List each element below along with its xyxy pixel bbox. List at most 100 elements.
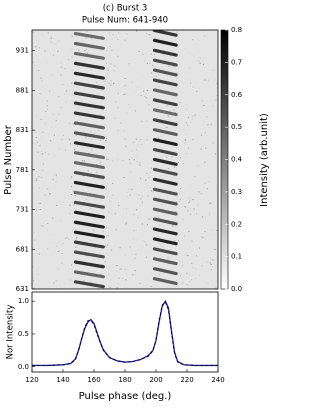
noise <box>182 30 184 32</box>
noise <box>148 218 150 220</box>
noise <box>168 116 170 118</box>
noise <box>152 285 154 287</box>
noise <box>189 200 191 202</box>
noise <box>179 101 182 103</box>
noise <box>178 121 180 123</box>
colorbar-tick-label: 0.3 <box>231 188 242 196</box>
noise <box>179 80 181 82</box>
noise <box>117 55 119 57</box>
noise <box>42 164 44 166</box>
y-axis-title: Pulse Number <box>3 124 14 195</box>
noise <box>107 122 110 124</box>
noise <box>49 40 52 42</box>
x-tick-label: 220 <box>180 376 193 384</box>
noise <box>152 41 154 43</box>
noise <box>209 262 211 264</box>
noise <box>112 194 114 196</box>
drift-band <box>152 247 178 256</box>
drift-band <box>152 207 178 216</box>
noise <box>168 65 170 67</box>
noise <box>179 218 181 220</box>
noise <box>216 95 218 97</box>
noise <box>120 122 122 124</box>
colorbar-tick-label: 0.0 <box>231 285 242 293</box>
noise <box>210 263 212 265</box>
noise <box>90 157 92 159</box>
noise <box>192 39 194 41</box>
noise <box>210 278 212 280</box>
noise <box>53 196 55 198</box>
noise <box>51 68 54 70</box>
noise <box>203 35 205 37</box>
noise <box>203 104 205 106</box>
noise <box>116 49 119 51</box>
noise <box>48 90 51 92</box>
noise <box>60 282 62 284</box>
noise <box>42 131 44 133</box>
noise <box>191 118 194 120</box>
noise <box>40 225 42 227</box>
noise <box>194 114 196 116</box>
noise <box>155 75 158 77</box>
noise <box>36 141 38 143</box>
noise <box>135 209 138 211</box>
noise <box>189 260 191 262</box>
noise <box>105 83 107 85</box>
noise <box>52 242 54 244</box>
noise <box>86 52 89 54</box>
noise <box>124 192 126 194</box>
noise <box>191 262 193 264</box>
noise <box>56 146 58 148</box>
noise <box>196 138 198 140</box>
noise <box>128 253 130 255</box>
noise <box>69 204 71 206</box>
noise <box>60 106 63 108</box>
noise <box>133 182 136 184</box>
noise <box>90 207 92 209</box>
noise <box>194 243 196 245</box>
noise <box>189 285 191 287</box>
noise <box>62 201 65 203</box>
noise <box>142 193 145 195</box>
noise <box>124 240 126 242</box>
noise <box>129 246 131 248</box>
noise <box>40 118 42 120</box>
y-tick-label: 831 <box>16 126 29 134</box>
noise <box>64 68 66 70</box>
noise <box>38 187 40 189</box>
noise <box>105 138 108 140</box>
noise <box>67 146 69 148</box>
noise <box>46 108 48 110</box>
noise <box>131 150 133 152</box>
noise <box>198 60 200 62</box>
noise <box>135 229 137 231</box>
noise <box>116 159 119 161</box>
noise <box>75 134 77 136</box>
noise <box>196 213 198 215</box>
noise <box>85 48 88 50</box>
noise <box>85 137 87 139</box>
noise <box>83 280 85 282</box>
colorbar-tick-label: 0.5 <box>231 123 242 131</box>
noise <box>151 160 153 162</box>
noise <box>179 200 181 202</box>
noise <box>207 261 209 263</box>
noise <box>100 161 102 163</box>
noise <box>204 182 206 184</box>
noise <box>165 156 168 158</box>
noise <box>156 206 158 208</box>
noise <box>86 280 88 282</box>
noise <box>102 231 104 233</box>
noise <box>192 76 195 78</box>
noise <box>184 43 186 45</box>
noise <box>142 224 144 226</box>
noise <box>60 220 62 222</box>
noise <box>133 91 135 93</box>
noise <box>108 82 110 84</box>
noise <box>71 186 73 188</box>
noise <box>88 152 90 154</box>
noise <box>69 32 71 34</box>
noise <box>115 101 117 103</box>
noise <box>141 201 144 203</box>
noise <box>116 270 118 272</box>
